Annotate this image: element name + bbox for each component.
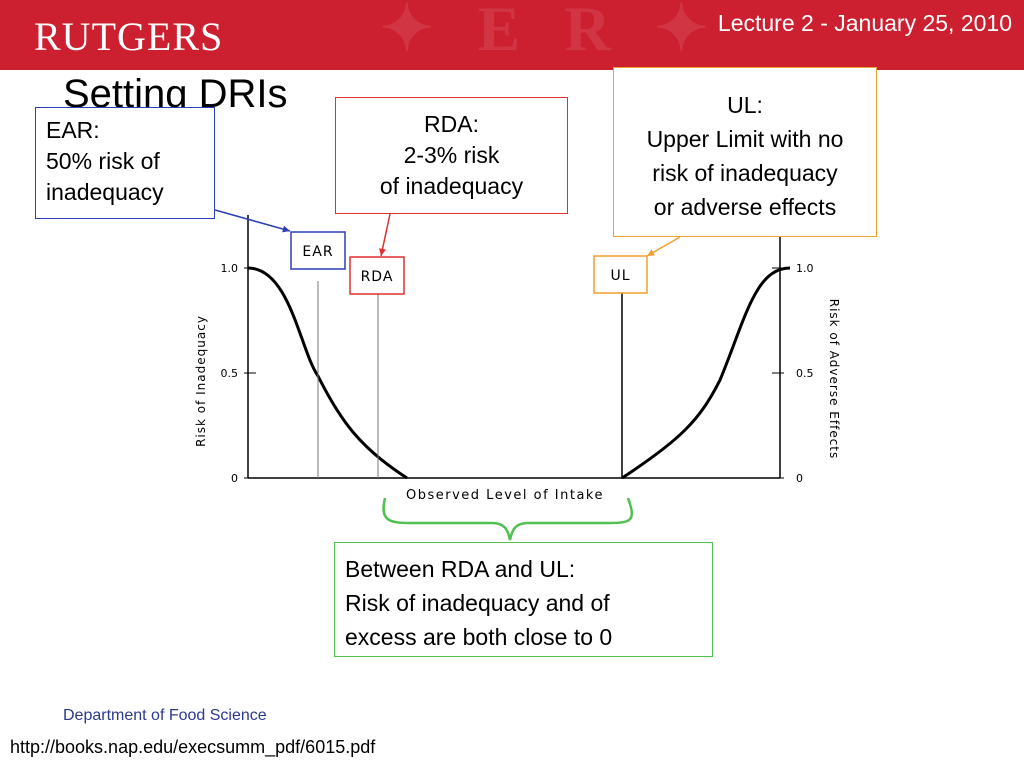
ul-callout-line: or adverse effects xyxy=(653,194,837,220)
x-axis-title: Observed Level of Intake xyxy=(406,488,604,503)
ear-arrow-head xyxy=(282,225,290,233)
rda-marker-box xyxy=(349,256,405,295)
inadequacy-risk-curve xyxy=(247,266,408,480)
right-axis-title: Risk of Adverse Effects xyxy=(827,299,841,460)
ul-callout-line: risk of inadequacy xyxy=(652,160,838,186)
ear-marker-box xyxy=(290,231,346,270)
ul-marker-label: UL xyxy=(610,268,630,284)
right-tick-label: 1.0 xyxy=(796,262,814,275)
right-tick-label: 0.5 xyxy=(796,367,814,380)
ul-arrow-head xyxy=(647,249,655,256)
rda-callout-line: RDA: xyxy=(424,111,479,137)
rda-arrow-head xyxy=(379,248,386,256)
ul-callout-line: Upper Limit with no xyxy=(646,126,844,152)
ul-callout-line: UL: xyxy=(727,92,763,118)
ear-arrow xyxy=(214,209,291,232)
lecture-label: Lecture 2 - January 25, 2010 xyxy=(717,10,1012,36)
between-callout-line: Between RDA and UL: xyxy=(345,556,576,582)
ul-callout: UL: Upper Limit with no risk of inadequa… xyxy=(613,67,877,237)
header-bar: ✦ E R ✦ RUTGERS Lecture 2 - January 25, … xyxy=(0,0,1024,70)
ear-callout-line: EAR: xyxy=(46,117,100,143)
ear-callout: EAR: 50% risk of inadequacy xyxy=(35,107,215,219)
rda-callout-line: of inadequacy xyxy=(379,173,524,199)
header-watermark: ✦ E R ✦ xyxy=(380,0,723,64)
adverse-effects-curve xyxy=(621,266,791,480)
ul-marker-box xyxy=(593,255,648,294)
right-tick-label: 0 xyxy=(796,472,803,485)
ear-marker-label: EAR xyxy=(302,244,333,260)
between-callout-line: excess are both close to 0 xyxy=(345,624,613,650)
rutgers-logo: RUTGERS xyxy=(34,14,224,59)
department-label: Department of Food Science xyxy=(63,707,267,724)
rda-callout-line: 2-3% risk xyxy=(403,142,500,168)
left-tick-label: 0 xyxy=(231,472,238,485)
rda-callout: RDA: 2-3% risk of inadequacy xyxy=(335,97,568,214)
left-tick-label: 0.5 xyxy=(221,367,239,380)
between-callout-line: Risk of inadequacy and of xyxy=(345,590,610,616)
source-url[interactable]: http://books.nap.edu/execsumm_pdf/6015.p… xyxy=(10,737,376,757)
ear-callout-line: inadequacy xyxy=(46,179,164,205)
left-axis-title: Risk of Inadequacy xyxy=(194,315,208,447)
left-tick-label: 1.0 xyxy=(221,262,239,275)
rda-marker-label: RDA xyxy=(361,269,394,285)
between-callout: Between RDA and UL: Risk of inadequacy a… xyxy=(334,542,713,657)
ear-callout-line: 50% risk of xyxy=(46,148,160,174)
between-brace xyxy=(382,497,633,541)
